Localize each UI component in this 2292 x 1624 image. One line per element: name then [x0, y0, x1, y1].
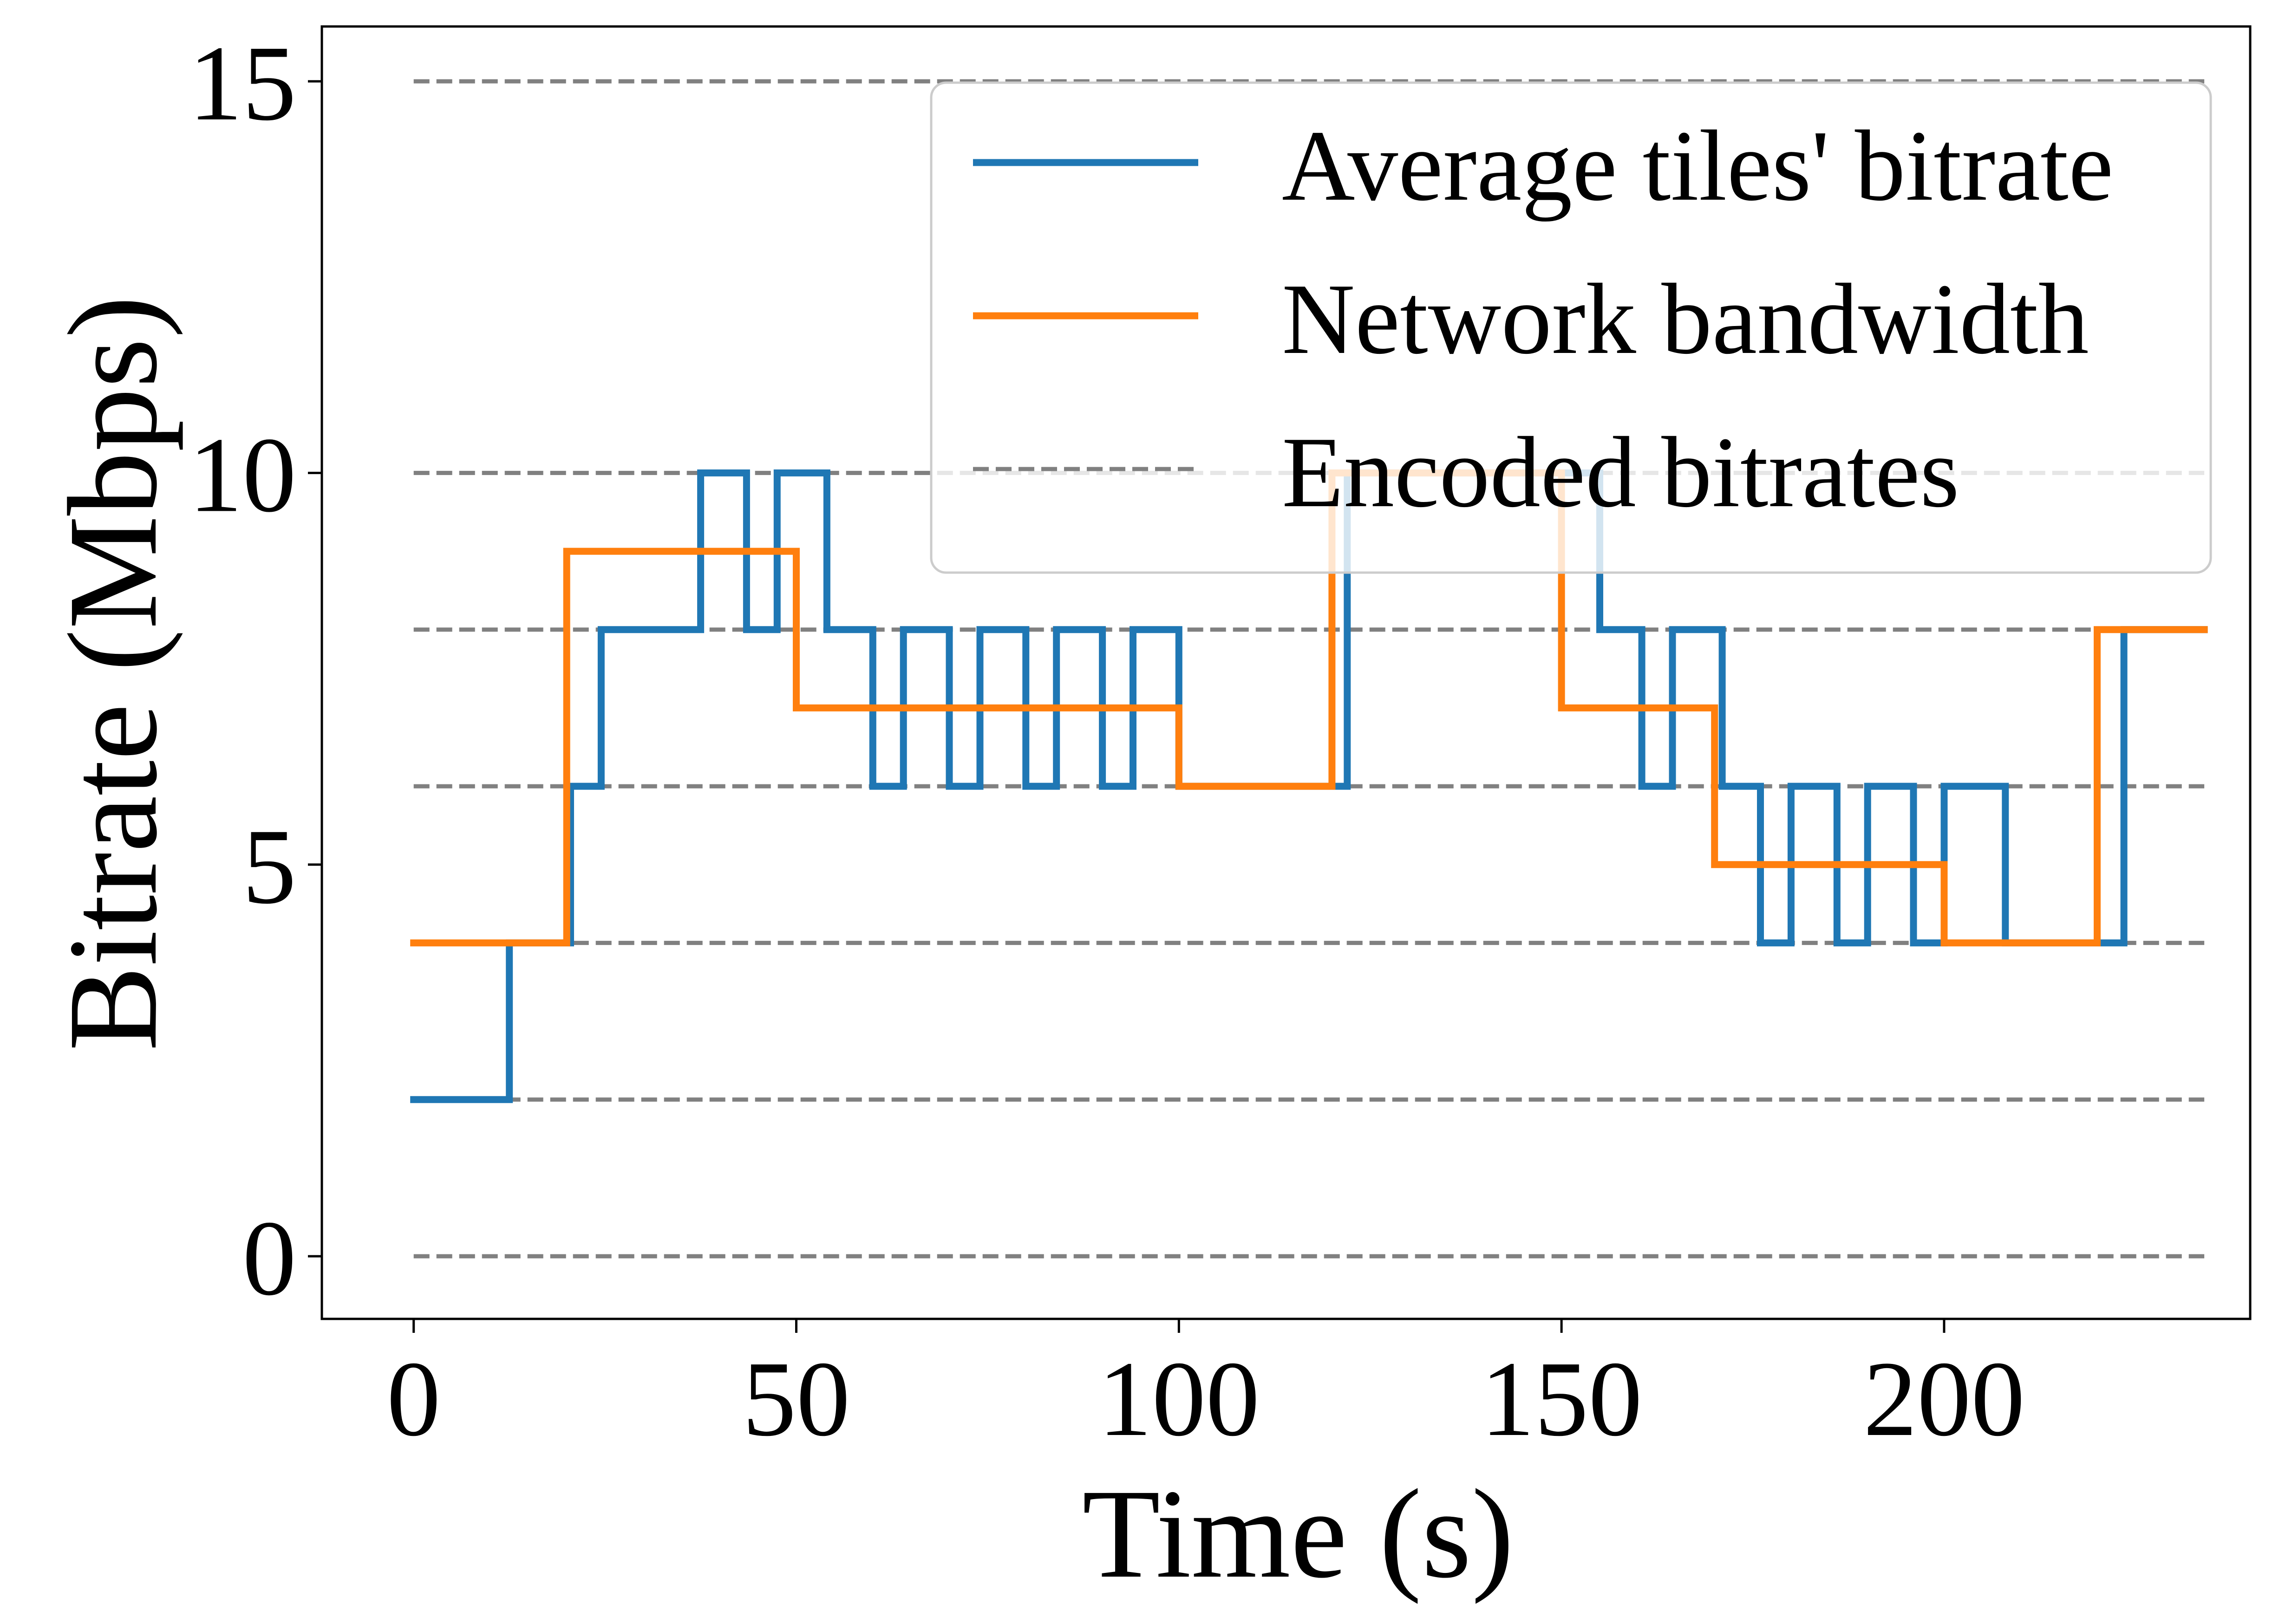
y-axis-label: Bitrate (Mbps)	[42, 296, 183, 1051]
legend: Average tiles' bitrate Network bandwidth…	[930, 81, 2212, 574]
legend-label-encoded-bitrates: Encoded bitrates	[1282, 417, 1959, 528]
x-tick-label-100: 100	[1098, 1339, 1260, 1459]
x-tick-label-0: 0	[387, 1339, 441, 1459]
x-axis-label: Time (s)	[1082, 1463, 1514, 1604]
legend-label-average-tiles-bitrate: Average tiles' bitrate	[1282, 110, 2114, 222]
legend-box	[930, 81, 2212, 574]
x-axis-ticks: 0 50 100 150 200	[387, 1319, 2025, 1459]
plot-area-frame	[320, 25, 2252, 1320]
y-tick-label-5: 5	[242, 807, 296, 926]
x-tick-label-150: 150	[1481, 1339, 1642, 1459]
x-tick-label-50: 50	[743, 1339, 850, 1459]
y-tick-label-15: 15	[189, 24, 296, 143]
series-line-average-tiles-bitrate	[410, 469, 2208, 1103]
y-tick-label-10: 10	[189, 415, 296, 535]
x-tick-label-200: 200	[1863, 1339, 2025, 1459]
legend-label-network-bandwidth: Network bandwidth	[1282, 263, 2089, 375]
y-axis-ticks: 0 5 10 15	[189, 24, 322, 1318]
y-tick-label-0: 0	[242, 1199, 296, 1318]
